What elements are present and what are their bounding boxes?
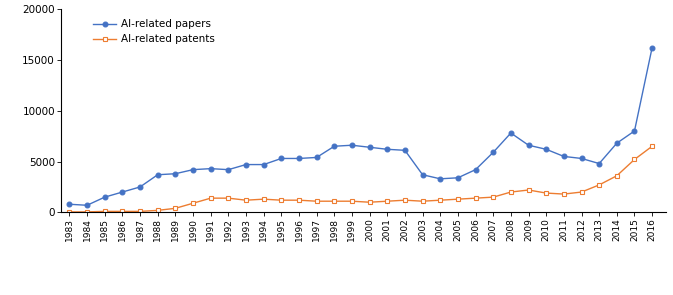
Legend: AI-related papers, AI-related patents: AI-related papers, AI-related patents bbox=[90, 16, 218, 47]
AI-related patents bbox=[401, 199, 409, 202]
Line: AI-related patents: AI-related patents bbox=[67, 144, 655, 214]
AI-related papers bbox=[101, 195, 109, 199]
AI-related patents bbox=[348, 199, 356, 203]
AI-related papers bbox=[330, 145, 339, 148]
AI-related papers bbox=[507, 131, 515, 135]
AI-related patents bbox=[153, 209, 162, 212]
AI-related patents bbox=[207, 196, 215, 200]
AI-related patents bbox=[524, 188, 532, 192]
AI-related patents bbox=[577, 190, 586, 194]
AI-related patents bbox=[330, 199, 339, 203]
AI-related papers bbox=[348, 143, 356, 147]
AI-related patents bbox=[454, 197, 462, 201]
AI-related papers bbox=[118, 190, 127, 194]
AI-related patents bbox=[560, 192, 568, 196]
AI-related patents bbox=[260, 197, 268, 201]
AI-related papers bbox=[312, 156, 320, 159]
AI-related papers bbox=[260, 163, 268, 166]
AI-related papers bbox=[136, 185, 144, 189]
AI-related patents bbox=[648, 145, 656, 148]
AI-related patents bbox=[172, 206, 180, 210]
AI-related patents bbox=[489, 195, 497, 199]
AI-related patents bbox=[277, 199, 285, 202]
AI-related papers bbox=[189, 168, 197, 171]
AI-related patents bbox=[542, 191, 551, 195]
AI-related papers bbox=[613, 141, 621, 145]
AI-related papers bbox=[454, 176, 462, 180]
AI-related patents bbox=[312, 199, 320, 203]
AI-related papers bbox=[560, 155, 568, 158]
AI-related papers bbox=[648, 46, 656, 49]
AI-related papers bbox=[207, 167, 215, 171]
AI-related papers bbox=[153, 173, 162, 176]
AI-related papers bbox=[595, 162, 603, 165]
AI-related papers bbox=[542, 148, 551, 151]
AI-related patents bbox=[472, 196, 480, 200]
AI-related patents bbox=[118, 210, 127, 213]
AI-related patents bbox=[613, 174, 621, 178]
AI-related patents bbox=[295, 199, 303, 202]
AI-related patents bbox=[101, 210, 109, 213]
AI-related papers bbox=[401, 149, 409, 152]
AI-related papers bbox=[524, 143, 532, 147]
AI-related papers bbox=[489, 150, 497, 154]
AI-related patents bbox=[189, 201, 197, 205]
AI-related patents bbox=[507, 190, 515, 194]
AI-related patents bbox=[595, 183, 603, 187]
AI-related papers bbox=[65, 202, 73, 206]
AI-related papers bbox=[172, 172, 180, 176]
AI-related papers bbox=[295, 157, 303, 160]
AI-related papers bbox=[365, 145, 374, 149]
AI-related papers bbox=[277, 157, 285, 160]
AI-related papers bbox=[472, 168, 480, 171]
AI-related papers bbox=[224, 168, 232, 171]
AI-related patents bbox=[65, 210, 73, 214]
AI-related patents bbox=[436, 199, 444, 202]
AI-related papers bbox=[436, 177, 444, 181]
AI-related papers bbox=[83, 204, 91, 207]
AI-related papers bbox=[419, 173, 427, 176]
AI-related patents bbox=[631, 158, 639, 161]
Line: AI-related papers: AI-related papers bbox=[67, 45, 655, 208]
AI-related patents bbox=[224, 196, 232, 200]
AI-related patents bbox=[136, 210, 144, 213]
AI-related papers bbox=[383, 148, 391, 151]
AI-related patents bbox=[365, 201, 374, 204]
AI-related patents bbox=[419, 199, 427, 203]
AI-related patents bbox=[83, 210, 91, 214]
AI-related papers bbox=[631, 129, 639, 133]
AI-related patents bbox=[383, 199, 391, 203]
AI-related papers bbox=[577, 157, 586, 160]
AI-related papers bbox=[242, 163, 250, 166]
AI-related patents bbox=[242, 199, 250, 202]
